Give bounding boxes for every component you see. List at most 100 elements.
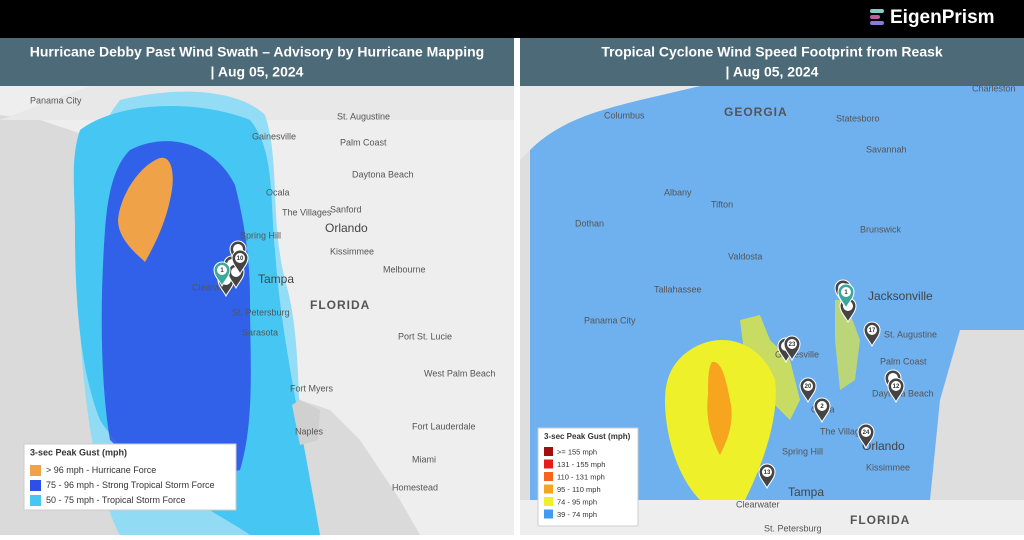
- map-overlay: Panama City St. Augustine Gainesville Palm …: [30, 95, 495, 492]
- legend-label: 39 - 74 mph: [557, 510, 597, 519]
- map-label: St. Petersburg: [764, 523, 822, 533]
- map-label: St. Augustine: [337, 111, 390, 121]
- legend-title: 3-sec Peak Gust (mph): [30, 447, 127, 457]
- legend-swatch: [544, 484, 553, 494]
- map-label: Kissimmee: [866, 462, 910, 472]
- legend-label: >= 155 mph: [557, 447, 597, 456]
- panel-date: | Aug 05, 2024: [726, 64, 819, 80]
- map-label: Sanford: [330, 204, 362, 214]
- map-pin-label: 24: [863, 430, 870, 436]
- legend-label: 110 - 131 mph: [557, 472, 605, 481]
- map-label: Daytona Beach: [872, 388, 934, 398]
- map-label: Melbourne: [383, 264, 426, 274]
- map-label: Columbus: [604, 110, 645, 120]
- map-label: Tifton: [711, 199, 733, 209]
- map-pin-center: [803, 381, 813, 391]
- legend-swatch: [30, 495, 41, 506]
- legend-swatch: [30, 465, 41, 476]
- brand-logo: [870, 9, 884, 25]
- map-label: Brunswick: [860, 224, 902, 234]
- map-label: Daytona Beach: [352, 169, 414, 179]
- map-label: Spring Hill: [240, 230, 281, 240]
- map-label: The Villages: [282, 207, 332, 217]
- map-label: The Villages: [820, 426, 870, 436]
- map-label: Naples: [295, 426, 324, 436]
- legend-swatch: [544, 447, 553, 456]
- map-pin-center: [787, 339, 797, 349]
- map-label: Tampa: [788, 485, 824, 499]
- map-label: Clearwater: [192, 282, 236, 292]
- map-label: Miami: [412, 454, 436, 464]
- map-label: GEORGIA: [724, 105, 788, 119]
- map-pin-center: [867, 325, 877, 335]
- map-label: Port St. Lucie: [398, 331, 452, 341]
- map-pin-center: [217, 265, 227, 275]
- map-pin-center: [235, 253, 245, 263]
- legend: 3-sec Peak Gust (mph) >= 155 mph 131 - 155…: [537, 427, 639, 527]
- map-label: Ocala: [266, 187, 290, 197]
- map-label: Dothan: [575, 218, 604, 228]
- map-right: [520, 86, 1024, 535]
- map-pin-center: [817, 401, 827, 411]
- panel-title: Hurricane Debby Past Wind Swath – Adviso…: [30, 44, 484, 60]
- legend: 3-sec Peak Gust (mph) > 96 mph - Hurrican…: [23, 443, 237, 511]
- map-label: Panama City: [30, 95, 82, 105]
- map-pin-center: [891, 381, 901, 391]
- map-label: Albany: [664, 187, 692, 197]
- map-pin-label: 17: [869, 328, 876, 334]
- legend-swatch: [30, 480, 41, 491]
- map-label: FLORIDA: [310, 298, 370, 312]
- map-label: Fort Lauderdale: [412, 421, 476, 431]
- map-pin-center: [841, 287, 851, 297]
- map-pin-label: 12: [893, 384, 900, 390]
- legend-box: [23, 443, 237, 511]
- map-label: Gainesville: [775, 349, 819, 359]
- legend-label: > 96 mph - Hurricane Force: [46, 465, 156, 475]
- map-label: FLORIDA: [850, 513, 910, 527]
- map-pin-label: 2: [820, 404, 824, 410]
- map-label: Panama City: [584, 315, 636, 325]
- map-pin-label: 23: [789, 342, 796, 348]
- map-label: Fort Myers: [290, 383, 334, 393]
- map-pin-label: 20: [805, 384, 812, 390]
- map-label: Statesboro: [836, 113, 880, 123]
- map-label: Savannah: [866, 144, 907, 154]
- map-label: Orlando: [325, 221, 368, 235]
- map-label: Orlando: [862, 439, 905, 453]
- legend-swatch: [544, 509, 553, 519]
- map-label: Tallahassee: [654, 284, 702, 294]
- legend-label: 95 - 110 mph: [557, 485, 601, 494]
- map-label: Homestead: [392, 482, 438, 492]
- map-label: Sarasota: [242, 327, 278, 337]
- map-label: Kissimmee: [330, 246, 374, 256]
- map-label: St. Augustine: [884, 329, 937, 339]
- panel-title: Tropical Cyclone Wind Speed Footprint fr…: [601, 44, 943, 60]
- map-label: Spring Hill: [782, 446, 823, 456]
- map-pin-label: 1: [844, 290, 848, 296]
- panel-title-bar: [520, 38, 1024, 86]
- map-pin-center: [861, 427, 871, 437]
- map-overlay: Charleston Columbus GEORGIA Statesboro Savan…: [575, 83, 1016, 533]
- legend-swatch: [544, 497, 553, 506]
- legend-label: 75 - 96 mph - Strong Tropical Storm Forc…: [46, 480, 215, 490]
- header-bar: [0, 0, 1024, 38]
- panel-date: | Aug 05, 2024: [211, 64, 304, 80]
- legend-swatch: [544, 459, 553, 469]
- map-label: Palm Coast: [340, 137, 387, 147]
- map-pin-label: 1: [220, 268, 224, 274]
- panel-title-bar: [0, 38, 514, 86]
- map-label: St. Petersburg: [232, 307, 290, 317]
- map-label: Tampa: [258, 272, 294, 286]
- legend-label: 74 - 95 mph: [557, 497, 597, 506]
- legend-swatch: [544, 472, 553, 481]
- brand-name: EigenPrism: [890, 7, 995, 28]
- map-label: Palm Coast: [880, 356, 927, 366]
- map-pin-center: [762, 467, 772, 477]
- map-label: Valdosta: [728, 251, 762, 261]
- map-label: Gainesville: [252, 131, 296, 141]
- map-pin-label: 13: [764, 470, 771, 476]
- map-label: West Palm Beach: [424, 368, 495, 378]
- legend-label: 131 - 155 mph: [557, 460, 605, 469]
- map-label: Clearwater: [736, 499, 780, 509]
